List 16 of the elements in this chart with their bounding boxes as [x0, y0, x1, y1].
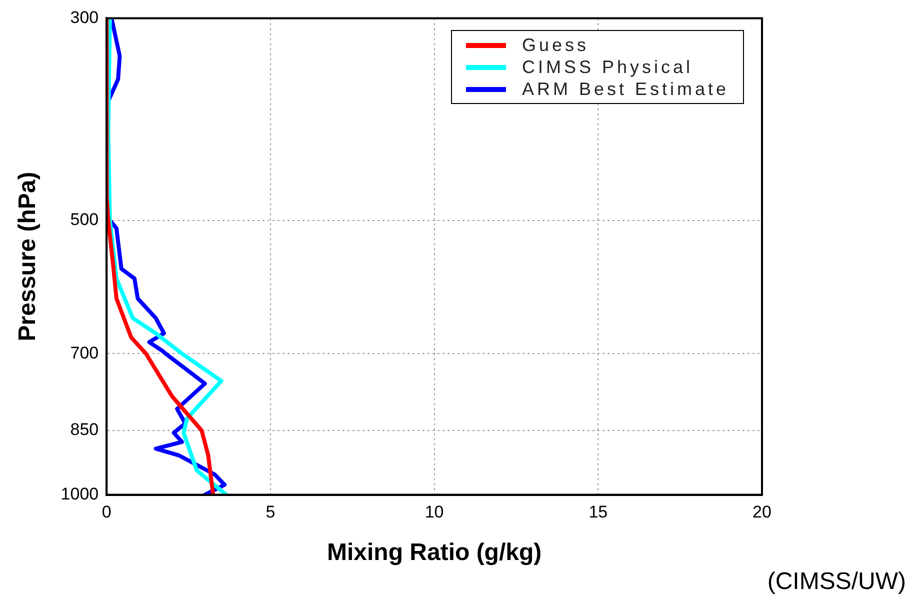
x-tick-label: 0 [102, 502, 112, 522]
y-tick-label: 500 [70, 210, 99, 230]
y-axis-title: Pressure (hPa) [14, 172, 42, 342]
y-tick-label: 850 [70, 420, 99, 440]
y-tick-label: 1000 [60, 484, 99, 504]
legend-label: ARM Best Estimate [522, 78, 729, 100]
x-tick-label: 15 [588, 502, 608, 522]
legend-label: CIMSS Physical [522, 56, 693, 78]
y-tick-label: 300 [70, 8, 99, 27]
text: (CIMSS/UW) [767, 568, 906, 596]
x-tick-label: 5 [266, 502, 276, 522]
legend-label: Guess [522, 34, 589, 56]
x-axis-title: Mixing Ratio (g/kg) [326, 539, 542, 566]
x-tick-label: 10 [424, 502, 444, 522]
y-tick-label: 700 [70, 343, 99, 362]
x-tick-label: 20 [752, 502, 772, 522]
